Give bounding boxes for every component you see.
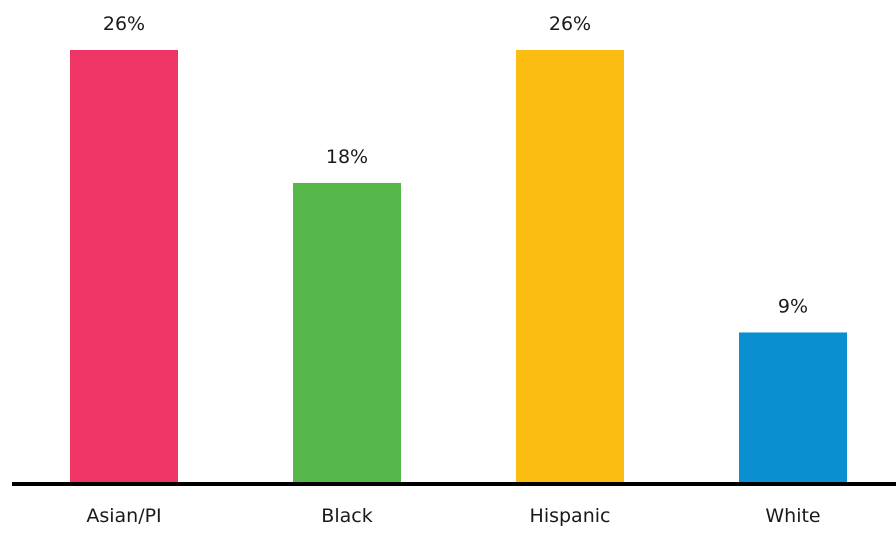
x-tick-labels: Asian/PI Black Hispanic White (86, 505, 820, 527)
bar-hispanic (516, 50, 624, 482)
data-label: 9% (778, 295, 808, 317)
x-tick-label: Asian/PI (86, 505, 161, 527)
data-label: 26% (549, 13, 591, 35)
bars-layer (70, 50, 847, 482)
x-tick-label: Hispanic (530, 505, 611, 527)
bar-white (739, 332, 847, 482)
data-label: 26% (103, 13, 145, 35)
x-tick-label: Black (321, 505, 372, 527)
data-labels-layer: 26% 18% 26% 9% (103, 13, 808, 317)
x-tick-label: White (765, 505, 820, 527)
bar-black (293, 182, 401, 482)
bar-asian-pi (70, 50, 178, 482)
data-label: 18% (326, 146, 368, 168)
